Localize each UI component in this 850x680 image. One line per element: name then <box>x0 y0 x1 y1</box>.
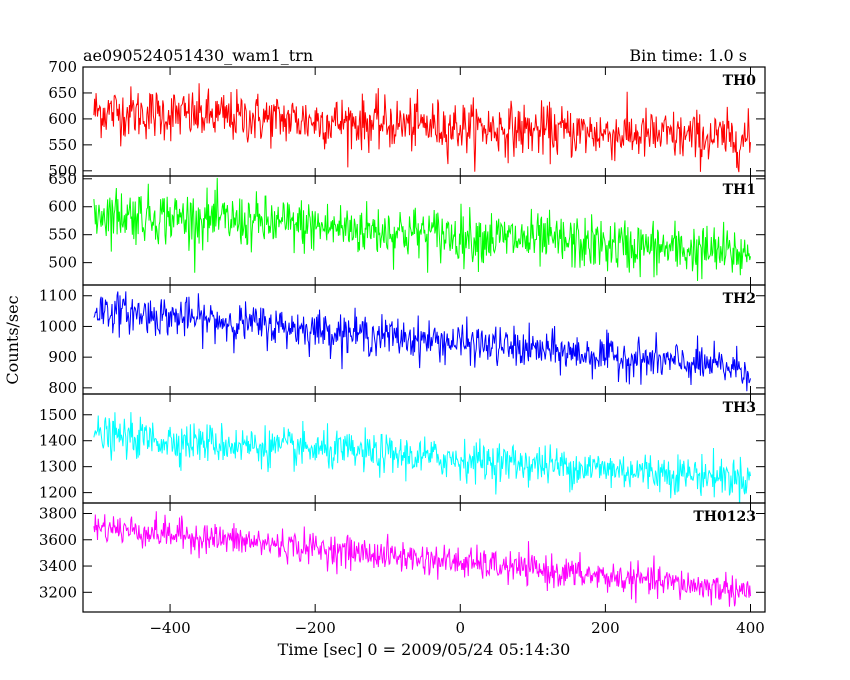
y-tick-label: 600 <box>48 110 77 128</box>
panel-th0123: 3200 3400 3600 3800 TH0123 <box>39 502 766 613</box>
y-tick-label: 500 <box>48 162 77 180</box>
y-tick-label: 800 <box>48 379 77 397</box>
panel-th3: 1200 1300 1400 1500 TH3 <box>39 393 766 504</box>
panel-th1: 500 550 600 650 TH1 <box>48 170 766 286</box>
x-tick-label: 0 <box>456 619 466 637</box>
bin-time-label: Bin time: 1.0 s <box>629 46 747 65</box>
y-tick-label: 900 <box>48 348 77 366</box>
series-th3 <box>93 412 751 503</box>
y-tick-label: 1100 <box>39 287 77 305</box>
series-th1 <box>93 177 751 282</box>
y-tick-label: 3400 <box>39 557 77 575</box>
y-tick-label: 1200 <box>39 484 77 502</box>
y-tick-label: 700 <box>48 58 77 76</box>
y-axis-label: Counts/sec <box>3 295 22 384</box>
x-tick-label: 200 <box>591 619 620 637</box>
x-tick-label: 400 <box>736 619 765 637</box>
panel-th2: 800 900 1000 1100 TH2 <box>39 284 766 397</box>
panel-label: TH0 <box>723 73 757 89</box>
x-axis-ticks: −400 −200 0 200 400 <box>149 619 764 637</box>
y-tick-label: 650 <box>48 170 77 188</box>
y-tick-label: 3600 <box>39 531 77 549</box>
y-tick-label: 550 <box>48 226 77 244</box>
x-axis-label: Time [sec] 0 = 2009/05/24 05:14:30 <box>278 640 571 659</box>
panel-label: TH1 <box>723 182 756 198</box>
y-tick-label: 3200 <box>39 583 77 601</box>
object-name-title: ae090524051430_wam1_trn <box>83 46 313 65</box>
panel-label: TH0123 <box>693 509 756 525</box>
panel-label: TH2 <box>723 291 756 307</box>
y-tick-label: 600 <box>48 198 77 216</box>
x-tick-label: −200 <box>295 619 336 637</box>
panels-group: 500 550 600 650 700 TH0 500 550 600 650 TH1 800 900 1… <box>39 58 766 613</box>
series-th0123 <box>93 511 751 607</box>
y-tick-label: 650 <box>48 84 77 102</box>
x-tick-label: −400 <box>149 619 190 637</box>
y-tick-label: 1300 <box>39 458 77 476</box>
y-tick-label: 500 <box>48 254 77 272</box>
y-tick-label: 1000 <box>39 317 77 335</box>
series-th0 <box>93 83 751 173</box>
y-tick-label: 1400 <box>39 432 77 450</box>
y-tick-label: 1500 <box>39 406 77 424</box>
panel-frame <box>82 502 766 613</box>
y-tick-label: 3800 <box>39 505 77 523</box>
panel-label: TH3 <box>723 400 756 416</box>
y-tick-label: 550 <box>48 136 77 154</box>
series-th2 <box>93 291 751 392</box>
panel-th0: 500 550 600 650 700 TH0 <box>48 58 766 180</box>
